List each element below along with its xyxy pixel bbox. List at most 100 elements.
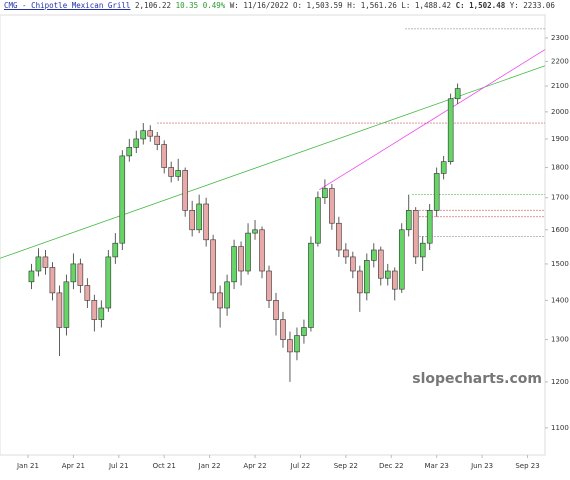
candle-body [433,173,440,211]
candle-body [259,229,265,272]
candle-body [189,210,195,231]
y-tick-label: 1500 [551,260,569,268]
candle-body [273,300,279,320]
close: C: 1,502.48 [455,1,506,10]
change: 10.35 [175,1,199,10]
x-tick-label: Dec 22 [379,462,404,470]
plot-border [0,14,546,456]
candle-body [301,327,307,336]
candle-body [210,239,216,294]
candle-body [77,263,84,286]
candle-body [315,197,321,244]
y-tick-label: 1100 [551,424,569,432]
candle-body [440,161,447,174]
last-price: 2,106.22 [134,1,172,10]
y-tick-label: 2000 [551,108,569,116]
candle-body [119,155,126,244]
candle-body [224,281,230,309]
candle-body [182,170,188,211]
y-tick-label: 1200 [551,378,569,386]
candle-body [49,267,56,294]
x-tick-label: Sep 23 [515,462,539,470]
y-tick-label: 1900 [551,135,569,143]
candle-body [196,203,202,231]
candle-body [91,300,98,320]
candle-body [238,246,244,272]
candle-body [405,210,412,231]
candle-body [384,270,391,279]
y-tick-label: 1800 [551,164,569,172]
candle-body [147,130,154,137]
candle-body [98,307,105,320]
candle-body [42,256,49,268]
candle-body [447,98,454,162]
candle-body [84,285,91,301]
candle-body [203,203,209,241]
header: CMG - Chipotle Mexican Grill 2,106.22 10… [4,1,555,10]
candle-body [252,229,258,234]
candle-body [308,242,314,328]
x-tick-label: Jun 23 [470,462,493,470]
candle-body [140,130,147,140]
y-tick-label: 1400 [551,296,569,304]
candle-body [329,188,335,224]
trendline [319,49,546,191]
y-tick-label: 2200 [551,57,569,65]
x-tick-label: Jul 22 [290,462,311,470]
candle-body [336,222,342,251]
y-tick-label: 1300 [551,336,569,344]
cursor-value: Y: 2233.06 [509,1,555,10]
y-tick-label: 1600 [551,226,569,234]
high: H: 1,561.26 [347,1,397,10]
candle-body [322,188,328,199]
x-tick-label: Sep 22 [334,462,358,470]
candle-body [217,292,223,309]
symbol[interactable]: CMG - Chipotle Mexican Grill [4,1,131,10]
x-tick-label: Mar 23 [425,462,449,470]
open: O: 1,503.59 [293,1,343,10]
candle-body [350,256,356,272]
y-tick-label: 1700 [551,194,569,202]
candle-body [280,319,286,340]
candle-body [364,260,370,294]
x-tick-label: Jan 21 [16,462,39,470]
candle-body [294,335,300,353]
candle-body [63,281,70,328]
change-pct: 0.49% [202,1,226,10]
candle-body [378,249,384,279]
x-tick-label: Apr 22 [243,462,266,470]
candle-body [419,242,426,258]
candle-body [371,249,377,261]
candle-body [426,210,433,244]
candle-body [357,270,363,294]
candle-body [231,246,237,283]
watermark: slopecharts.com [412,371,542,387]
candle-body [161,144,167,168]
candle-body [133,138,140,148]
candle-body [454,88,461,100]
candle-body [35,256,42,272]
candle-body [245,232,251,272]
candle-body [126,147,133,157]
week: W: 11/16/2022 [229,1,289,10]
x-tick-label: Apr 21 [62,462,85,470]
candle-body [154,135,161,145]
candle-body [112,242,119,258]
x-tick-label: Jan 22 [198,462,221,470]
trendline [0,65,546,259]
candle-body [175,170,181,177]
candle-body [168,167,174,177]
low: L: 1,488.42 [401,1,452,10]
candle-body [343,249,349,258]
candle-body [398,229,405,290]
y-tick-label: 2300 [551,34,569,42]
candle-body [412,210,419,258]
x-tick-label: Oct 21 [153,462,176,470]
candle-body [266,270,272,301]
x-tick-label: Jul 21 [108,462,129,470]
candle-body [56,292,63,328]
y-tick-label: 2100 [551,82,569,90]
candle-body [105,256,112,309]
